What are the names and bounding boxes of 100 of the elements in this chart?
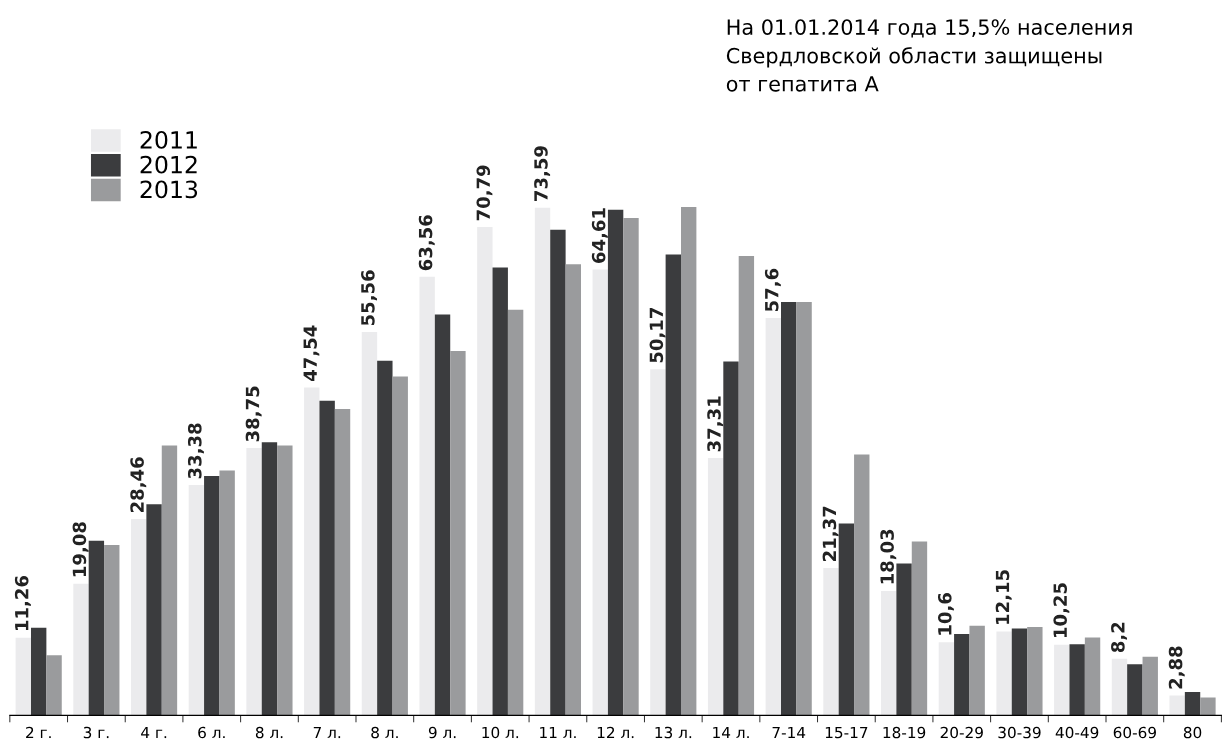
x-tick-label: 60-69 <box>1113 726 1156 739</box>
x-tick-label: 12 л. <box>597 726 634 739</box>
bar <box>665 254 681 716</box>
bar <box>707 457 724 716</box>
data-label: 2,88 <box>1168 646 1185 689</box>
bar <box>246 448 262 716</box>
bar <box>1054 644 1070 716</box>
data-label: 63,56 <box>418 215 435 271</box>
legend-label: 2013 <box>140 180 198 199</box>
bar <box>723 361 739 716</box>
bar <box>1011 628 1028 716</box>
bar <box>1111 658 1128 716</box>
bar <box>607 209 624 716</box>
bar <box>938 642 955 716</box>
bar <box>161 445 178 716</box>
bar <box>796 302 812 716</box>
x-tick-label: 11 л. <box>540 726 576 739</box>
x-tick-label: 3 г. <box>83 726 109 739</box>
bar <box>592 269 608 716</box>
bar <box>534 207 551 716</box>
bar <box>73 583 89 716</box>
bar <box>319 400 335 716</box>
bar <box>969 625 985 716</box>
text: На 01.01.2014 года 15,5% населения Свердловской области защищены от гепатита А <box>726 19 1132 92</box>
bar <box>996 631 1012 716</box>
x-tick-label: 18-19 <box>883 726 926 739</box>
bar <box>419 276 435 716</box>
bar <box>1027 627 1043 716</box>
data-label: 47,54 <box>303 325 320 382</box>
bar <box>392 376 408 716</box>
bar <box>304 387 320 716</box>
bar <box>681 206 697 716</box>
data-label: 21,37 <box>822 506 839 561</box>
x-tick-label: 7 л. <box>313 726 341 739</box>
bar <box>1127 664 1143 716</box>
bar <box>377 360 393 716</box>
bar <box>477 226 493 716</box>
x-tick-label: 6 л. <box>198 726 225 739</box>
x-tick-label: 14 л. <box>713 726 749 739</box>
bar <box>738 255 755 716</box>
bar <box>1084 637 1101 716</box>
data-label: 33,38 <box>187 423 204 479</box>
bar <box>450 351 466 716</box>
x-tick-label: 9 л. <box>428 726 456 739</box>
bar <box>261 442 278 716</box>
bar <box>334 409 351 716</box>
bar <box>881 590 897 716</box>
x-tick-label: 2 г. <box>26 726 51 739</box>
legend-label: 2011 <box>140 130 197 149</box>
bar <box>623 217 639 716</box>
x-tick-label: 8 л. <box>371 726 398 739</box>
bar <box>765 317 781 716</box>
bar <box>104 544 120 716</box>
bar <box>434 314 451 716</box>
bar <box>650 369 666 716</box>
data-label: 12,15 <box>995 570 1012 624</box>
bar <box>1200 697 1216 716</box>
bar <box>911 541 928 716</box>
x-tick-label: 8 л. <box>255 726 283 739</box>
x-tick-label: 20-29 <box>940 726 983 739</box>
data-label: 10,25 <box>1053 583 1070 638</box>
data-label: 50,17 <box>649 308 666 363</box>
bar <box>361 332 378 716</box>
data-label: 37,31 <box>707 396 724 452</box>
bar <box>507 309 524 716</box>
data-label: 38,75 <box>245 386 262 442</box>
bar <box>219 470 235 716</box>
bar <box>1142 656 1158 716</box>
x-tick-label: 80 <box>1183 726 1202 739</box>
bar <box>131 519 147 716</box>
data-label: 73,59 <box>534 146 551 201</box>
bar <box>838 523 855 716</box>
x-tick-label: 15-17 <box>825 726 868 739</box>
bar <box>1069 644 1085 716</box>
data-label: 28,46 <box>130 457 147 513</box>
data-label: 55,56 <box>361 270 378 326</box>
data-label: 64,61 <box>591 208 608 263</box>
legend-label: 2012 <box>140 155 197 174</box>
bar <box>146 504 162 716</box>
data-label: 18,03 <box>880 529 897 584</box>
bar <box>204 475 220 716</box>
data-label: 70,79 <box>476 165 493 221</box>
bar <box>896 563 912 716</box>
x-tick-label: 30-39 <box>998 726 1041 739</box>
data-label: 8,2 <box>1111 622 1128 653</box>
x-tick-label: 10 л. <box>482 726 519 739</box>
bar <box>565 264 581 716</box>
x-tick-label: 40-49 <box>1055 726 1099 739</box>
bar <box>15 637 31 716</box>
data-label: 19,08 <box>72 522 89 577</box>
bar <box>1184 691 1201 716</box>
bar <box>30 627 47 716</box>
bar <box>88 540 105 716</box>
data-label: 10,6 <box>937 593 954 635</box>
bar <box>1169 695 1185 716</box>
bar <box>954 633 970 716</box>
bar <box>854 454 870 716</box>
bar <box>781 302 797 716</box>
bar <box>46 655 62 716</box>
bar <box>277 445 293 716</box>
